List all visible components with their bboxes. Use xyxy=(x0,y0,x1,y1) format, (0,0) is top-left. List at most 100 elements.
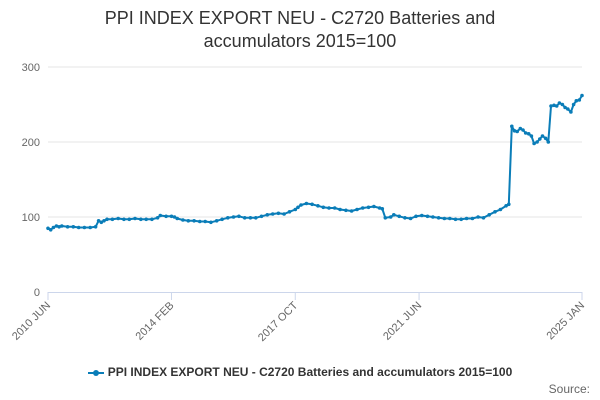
data-point-12 xyxy=(96,219,101,223)
data-point-76 xyxy=(425,214,430,219)
data-point-24 xyxy=(155,216,160,220)
data-point-113 xyxy=(569,110,573,114)
data-point-43 xyxy=(254,216,258,220)
data-point-21 xyxy=(139,217,143,222)
data-point-109 xyxy=(557,101,562,105)
data-point-8 xyxy=(76,225,81,230)
data-point-82 xyxy=(459,217,464,222)
data-point-105 xyxy=(546,140,551,144)
chart-title-line-2: accumulators 2015=100 xyxy=(203,31,397,51)
legend-label[interactable]: PPI INDEX EXPORT NEU - C2720 Batteries a… xyxy=(107,365,513,379)
data-point-110 xyxy=(560,102,565,107)
chart-title: PPI INDEX EXPORT NEU - C2720 Batteries a… xyxy=(0,7,600,53)
data-point-91 xyxy=(507,202,511,207)
data-point-103 xyxy=(540,134,545,138)
data-point-60 xyxy=(344,208,348,213)
data-point-33 xyxy=(198,219,202,224)
data-point-69 xyxy=(388,215,393,219)
data-point-44 xyxy=(259,214,264,219)
data-point-92 xyxy=(510,124,514,129)
data-point-15 xyxy=(105,217,109,222)
data-point-11 xyxy=(93,225,98,229)
data-point-23 xyxy=(150,217,154,222)
data-point-16 xyxy=(110,217,115,222)
data-point-59 xyxy=(338,207,342,212)
data-point-84 xyxy=(470,216,475,221)
data-point-93 xyxy=(512,129,517,133)
data-point-28 xyxy=(172,215,177,219)
chart-title-line-1: PPI INDEX EXPORT NEU - C2720 Batteries a… xyxy=(104,8,496,28)
data-point-48 xyxy=(282,212,286,216)
data-point-10 xyxy=(88,225,92,230)
data-point-116 xyxy=(577,98,582,102)
data-point-61 xyxy=(349,209,354,213)
data-point-71 xyxy=(397,214,402,219)
data-point-9 xyxy=(82,225,87,230)
y-tick-label-200: 200 xyxy=(22,137,40,149)
x-tick-label-3: 2021 JUN xyxy=(381,300,424,343)
data-point-68 xyxy=(383,216,388,220)
data-point-54 xyxy=(310,202,314,207)
data-point-18 xyxy=(122,217,126,222)
data-point-88 xyxy=(493,210,497,214)
data-point-22 xyxy=(144,217,148,222)
data-point-34 xyxy=(203,219,207,224)
data-point-74 xyxy=(414,214,418,219)
data-point-58 xyxy=(332,206,337,210)
x-tick-label-2: 2017 OCT xyxy=(256,299,301,344)
y-tick-label-0: 0 xyxy=(34,287,40,299)
data-point-38 xyxy=(226,216,230,220)
data-point-56 xyxy=(321,205,326,210)
data-point-63 xyxy=(360,206,365,210)
data-point-115 xyxy=(574,99,579,103)
data-point-111 xyxy=(563,105,567,110)
y-tick-label-100: 100 xyxy=(22,212,40,224)
data-point-45 xyxy=(265,213,270,217)
data-point-0 xyxy=(46,226,50,231)
data-point-97 xyxy=(523,131,528,135)
data-point-73 xyxy=(408,216,413,221)
data-point-30 xyxy=(181,218,185,222)
data-point-95 xyxy=(518,126,523,131)
data-point-55 xyxy=(316,204,320,208)
data-point-47 xyxy=(276,211,281,216)
data-point-37 xyxy=(220,217,224,222)
data-point-57 xyxy=(327,206,331,210)
data-point-35 xyxy=(209,220,213,225)
data-point-108 xyxy=(554,104,559,108)
data-point-70 xyxy=(392,213,396,217)
data-point-39 xyxy=(231,215,236,219)
data-point-106 xyxy=(549,104,553,108)
data-point-26 xyxy=(164,214,168,219)
data-point-50 xyxy=(293,207,298,212)
data-point-65 xyxy=(372,204,376,209)
data-point-72 xyxy=(403,216,407,220)
data-point-7 xyxy=(71,225,76,229)
data-point-27 xyxy=(169,214,174,219)
data-point-19 xyxy=(127,217,132,222)
data-point-51 xyxy=(296,205,300,210)
data-point-31 xyxy=(186,219,191,223)
data-point-62 xyxy=(355,207,359,212)
legend-line-marker-icon xyxy=(87,368,104,378)
data-point-99 xyxy=(529,134,534,138)
credits[interactable]: Source: xyxy=(548,382,590,396)
data-point-117 xyxy=(580,93,584,98)
data-point-14 xyxy=(102,219,106,223)
data-point-53 xyxy=(304,201,309,206)
data-point-4 xyxy=(57,225,61,229)
data-point-20 xyxy=(133,216,137,221)
data-point-107 xyxy=(552,103,556,108)
data-point-49 xyxy=(287,210,292,214)
data-point-85 xyxy=(476,215,480,219)
legend[interactable]: PPI INDEX EXPORT NEU - C2720 Batteries a… xyxy=(0,365,600,379)
data-point-32 xyxy=(192,219,196,223)
data-point-112 xyxy=(566,107,570,111)
data-point-96 xyxy=(521,128,525,132)
x-tick-label-4: 2025 JAN xyxy=(544,300,587,343)
data-point-98 xyxy=(526,132,531,136)
data-point-101 xyxy=(535,140,539,144)
data-point-90 xyxy=(504,204,508,208)
data-point-81 xyxy=(453,217,458,222)
